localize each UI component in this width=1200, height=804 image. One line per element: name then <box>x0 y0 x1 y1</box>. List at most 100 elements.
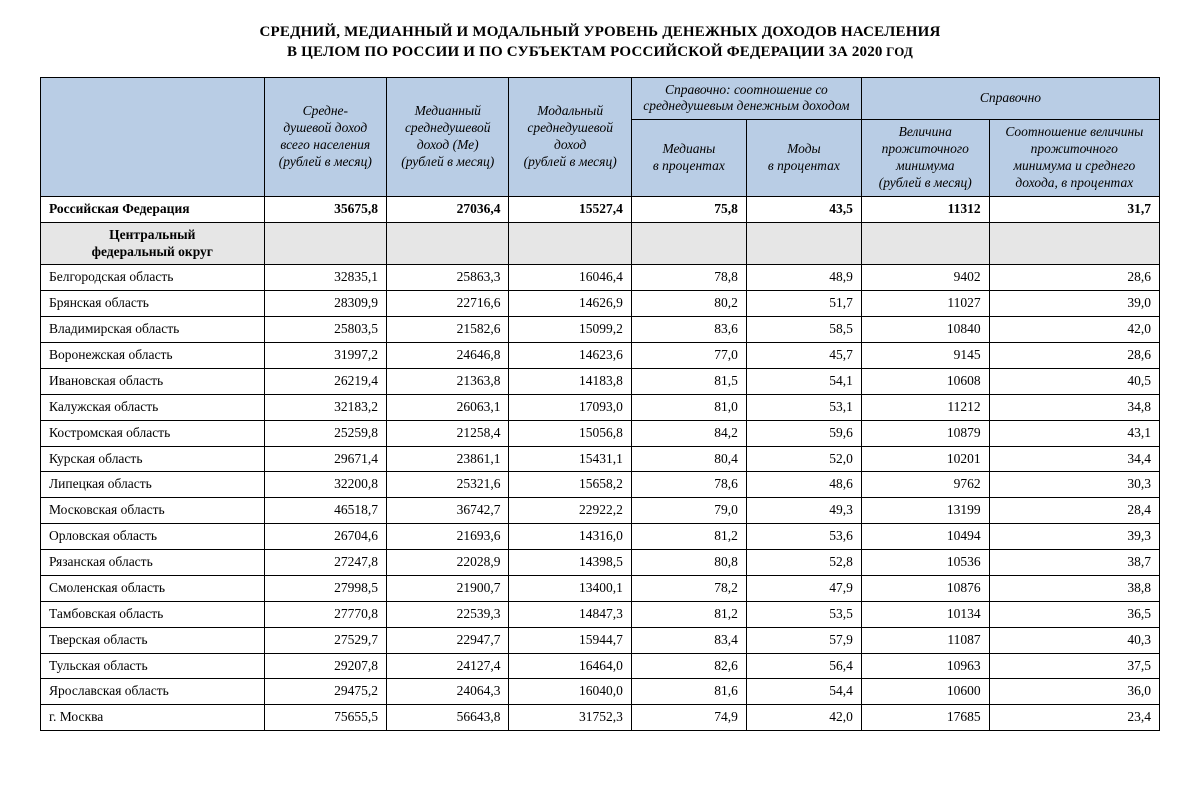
region-name: Смоленская область <box>41 575 265 601</box>
cell-ratio-mode: 49,3 <box>746 498 861 524</box>
region-name: Тверская область <box>41 627 265 653</box>
cell-mode: 16464,0 <box>509 653 631 679</box>
cell-ratio-mode: 43,5 <box>746 196 861 222</box>
cell-mode: 13400,1 <box>509 575 631 601</box>
table-row: Белгородская область32835,125863,316046,… <box>41 265 1160 291</box>
title-year-suffix: ГОД <box>883 44 913 59</box>
page-title: СРЕДНИЙ, МЕДИАННЫЙ И МОДАЛЬНЫЙ УРОВЕНЬ Д… <box>40 22 1160 63</box>
cell-min-ratio: 28,6 <box>989 343 1159 369</box>
cell-min-ratio: 30,3 <box>989 472 1159 498</box>
cell-median: 22539,3 <box>387 601 509 627</box>
cell-median: 25321,6 <box>387 472 509 498</box>
income-table: Средне-душевой доходвсего населения(рубл… <box>40 77 1160 732</box>
cell-ratio-median: 81,0 <box>631 394 746 420</box>
cell-mean: 46518,7 <box>264 498 386 524</box>
cell-min-living: 10608 <box>861 368 989 394</box>
header-mode: Модальныйсреднедушевойдоход(рублей в мес… <box>509 77 631 196</box>
page: СРЕДНИЙ, МЕДИАННЫЙ И МОДАЛЬНЫЙ УРОВЕНЬ Д… <box>0 0 1200 761</box>
cell-mean: 29671,4 <box>264 446 386 472</box>
cell-ratio-median: 79,0 <box>631 498 746 524</box>
region-name: Тульская область <box>41 653 265 679</box>
region-name: Брянская область <box>41 291 265 317</box>
cell-mean: 28309,9 <box>264 291 386 317</box>
cell-mean: 32183,2 <box>264 394 386 420</box>
cell-min-ratio: 38,7 <box>989 550 1159 576</box>
cell-median: 22716,6 <box>387 291 509 317</box>
cell-ratio-mode: 42,0 <box>746 705 861 731</box>
cell-mode: 14626,9 <box>509 291 631 317</box>
cell-median: 21258,4 <box>387 420 509 446</box>
cell-ratio-median: 84,2 <box>631 420 746 446</box>
cell-median: 24127,4 <box>387 653 509 679</box>
cell-ratio-mode: 47,9 <box>746 575 861 601</box>
cell-min-living: 11087 <box>861 627 989 653</box>
cell-min-living: 10536 <box>861 550 989 576</box>
cell-min-ratio: 40,5 <box>989 368 1159 394</box>
cell-median: 25863,3 <box>387 265 509 291</box>
cell-ratio-mode: 48,6 <box>746 472 861 498</box>
table-row: Костромская область25259,821258,415056,8… <box>41 420 1160 446</box>
region-name: Ивановская область <box>41 368 265 394</box>
cell-min-ratio: 39,3 <box>989 524 1159 550</box>
cell-ratio-median: 81,6 <box>631 679 746 705</box>
region-name: Тамбовская область <box>41 601 265 627</box>
cell-ratio-median: 78,2 <box>631 575 746 601</box>
cell-ratio-median: 78,6 <box>631 472 746 498</box>
cell-ratio-median: 83,6 <box>631 317 746 343</box>
table-row: Орловская область26704,621693,614316,081… <box>41 524 1160 550</box>
cell-median: 21582,6 <box>387 317 509 343</box>
cell-median: 56643,8 <box>387 705 509 731</box>
cell-mode: 15431,1 <box>509 446 631 472</box>
cell-ratio-mode: 59,6 <box>746 420 861 446</box>
cell-ratio-median: 83,4 <box>631 627 746 653</box>
table-row: г. Москва75655,556643,831752,374,942,017… <box>41 705 1160 731</box>
table-row: Смоленская область27998,521900,713400,17… <box>41 575 1160 601</box>
cell-median: 21363,8 <box>387 368 509 394</box>
table-row: Центральныйфедеральный округ <box>41 222 1160 265</box>
cell-mode: 15658,2 <box>509 472 631 498</box>
cell-ratio-median: 82,6 <box>631 653 746 679</box>
region-name: Воронежская область <box>41 343 265 369</box>
cell-min-living: 10840 <box>861 317 989 343</box>
cell-median: 36742,7 <box>387 498 509 524</box>
header-ref-group: Справочно <box>861 77 1159 120</box>
cell-mean: 29207,8 <box>264 653 386 679</box>
region-name: Орловская область <box>41 524 265 550</box>
cell-min-ratio: 28,4 <box>989 498 1159 524</box>
cell-min-ratio: 28,6 <box>989 265 1159 291</box>
cell-median: 26063,1 <box>387 394 509 420</box>
cell-mean: 27529,7 <box>264 627 386 653</box>
cell-mean: 25259,8 <box>264 420 386 446</box>
cell-mean: 75655,5 <box>264 705 386 731</box>
cell-min-living: 10963 <box>861 653 989 679</box>
cell-ratio-mode: 52,0 <box>746 446 861 472</box>
cell-min-ratio: 31,7 <box>989 196 1159 222</box>
cell-ratio-median: 78,8 <box>631 265 746 291</box>
cell-median: 23861,1 <box>387 446 509 472</box>
cell-min-living: 11312 <box>861 196 989 222</box>
region-name: Калужская область <box>41 394 265 420</box>
region-name: Владимирская область <box>41 317 265 343</box>
cell-mean: 27998,5 <box>264 575 386 601</box>
cell-mode: 16040,0 <box>509 679 631 705</box>
cell-ratio-mode: 53,6 <box>746 524 861 550</box>
table-row: Тамбовская область27770,822539,314847,38… <box>41 601 1160 627</box>
cell-min-ratio: 42,0 <box>989 317 1159 343</box>
cell-ratio-mode: 54,4 <box>746 679 861 705</box>
cell-mean: 29475,2 <box>264 679 386 705</box>
cell-ratio-median: 81,5 <box>631 368 746 394</box>
table-row: Ярославская область29475,224064,316040,0… <box>41 679 1160 705</box>
cell-ratio-median: 77,0 <box>631 343 746 369</box>
cell-median: 21693,6 <box>387 524 509 550</box>
table-body: Российская Федерация35675,827036,415527,… <box>41 196 1160 730</box>
cell-min-ratio: 43,1 <box>989 420 1159 446</box>
cell-mean: 26219,4 <box>264 368 386 394</box>
cell-min-living: 11212 <box>861 394 989 420</box>
cell-min-living: 9145 <box>861 343 989 369</box>
cell-mode: 14623,6 <box>509 343 631 369</box>
header-min-living: Величинапрожиточногоминимума(рублей в ме… <box>861 120 989 197</box>
cell-min-living: 11027 <box>861 291 989 317</box>
cell-ratio-median: 81,2 <box>631 601 746 627</box>
cell-mode: 15056,8 <box>509 420 631 446</box>
table-row: Липецкая область32200,825321,615658,278,… <box>41 472 1160 498</box>
